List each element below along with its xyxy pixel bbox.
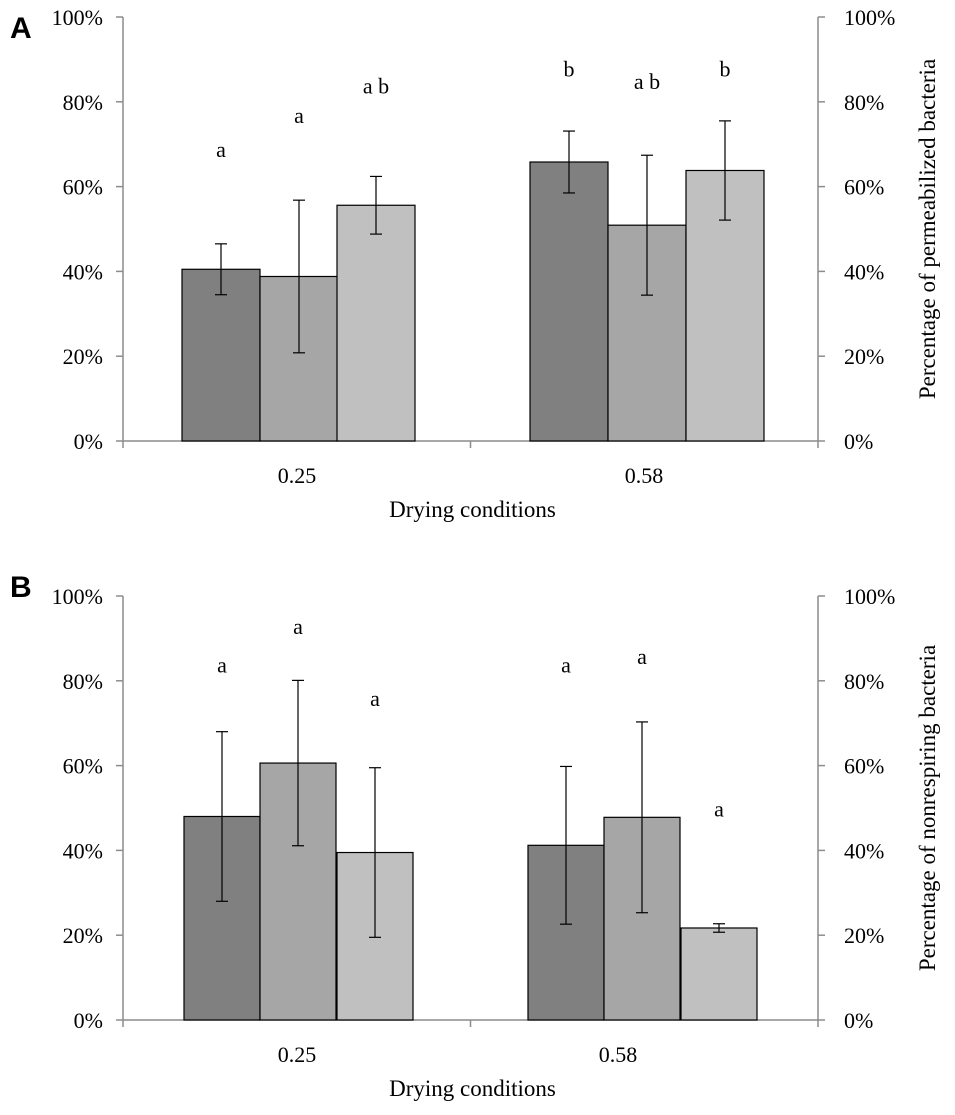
panel-a-bar — [336, 204, 416, 442]
panel-b-significance-letter: a — [293, 614, 303, 639]
panel-b-y-axis-title: Percentage of nonrespiring bacteria — [915, 645, 940, 971]
panel-a-bar — [529, 161, 609, 442]
panel-a-ytick-label-right: 0% — [844, 429, 873, 454]
panel-b-ytick-label-left: 80% — [63, 669, 103, 694]
panel-b-category-label: 0.58 — [599, 1042, 638, 1067]
panel-b-ytick-label-right: 20% — [844, 923, 884, 948]
panel-b-significance-letter: a — [370, 686, 380, 711]
panel-b-significance-letter: a — [561, 652, 571, 677]
panel-a-significance-letter: b — [720, 56, 731, 81]
panel-a-significance-letter: b — [564, 56, 575, 81]
panel-b-letter: B — [10, 571, 32, 604]
panel-a-ytick-label-right: 80% — [844, 90, 884, 115]
panel-a-significance-letter: a b — [634, 69, 660, 94]
panel-b-ytick-label-right: 40% — [844, 838, 884, 863]
panel-b-ytick-label-left: 20% — [63, 923, 103, 948]
panel-b-ytick-label-left: 0% — [74, 1008, 103, 1033]
panel-b-ytick-label-left: 100% — [52, 584, 103, 609]
panel-b-ytick-label-right: 60% — [844, 754, 884, 779]
panel-a-y-axis-title: Percentage of permeabilized bacteria — [915, 59, 940, 399]
panel-a-letter: A — [10, 12, 32, 45]
panel-b-bar — [680, 927, 758, 1021]
panel-b-ytick-label-right: 100% — [844, 584, 895, 609]
panel-b-ytick-label-right: 80% — [844, 669, 884, 694]
panel-a-ytick-label-right: 40% — [844, 259, 884, 284]
panel-b-ytick-label-left: 40% — [63, 838, 103, 863]
panel-b-category-label: 0.25 — [278, 1042, 317, 1067]
panel-b-significance-letter: a — [714, 796, 724, 821]
panel-a-significance-letter: a b — [363, 73, 389, 98]
panel-b-ytick-label-left: 60% — [63, 754, 103, 779]
panel-a-ytick-label-right: 100% — [844, 5, 895, 30]
panel-a-ytick-label-left: 40% — [63, 259, 103, 284]
panel-a-ytick-label-left: 80% — [63, 90, 103, 115]
panel-a-category-label: 0.25 — [278, 463, 317, 488]
panel-a-ytick-label-left: 0% — [74, 429, 103, 454]
panel-a-significance-letter: a — [216, 137, 226, 162]
panel-b-significance-letter: a — [637, 644, 647, 669]
panel-a-category-label: 0.58 — [625, 463, 664, 488]
panel-b-ytick-label-right: 0% — [844, 1008, 873, 1033]
panel-a-x-axis-title: Drying conditions — [389, 497, 556, 522]
panel-b-x-axis-title: Drying conditions — [389, 1076, 556, 1101]
panel-b-significance-letter: a — [217, 652, 227, 677]
panel-a-ytick-label-right: 60% — [844, 175, 884, 200]
panel-a-ytick-label-left: 60% — [63, 175, 103, 200]
panel-a-ytick-label-left: 20% — [63, 344, 103, 369]
panel-a-significance-letter: a — [294, 103, 304, 128]
panel-a-ytick-label-left: 100% — [52, 5, 103, 30]
panel-a-ytick-label-right: 20% — [844, 344, 884, 369]
